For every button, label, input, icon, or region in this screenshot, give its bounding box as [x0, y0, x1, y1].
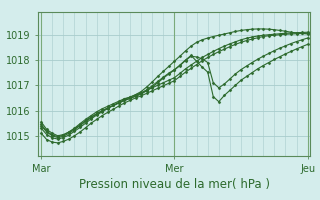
X-axis label: Pression niveau de la mer( hPa ): Pression niveau de la mer( hPa )	[79, 178, 270, 191]
